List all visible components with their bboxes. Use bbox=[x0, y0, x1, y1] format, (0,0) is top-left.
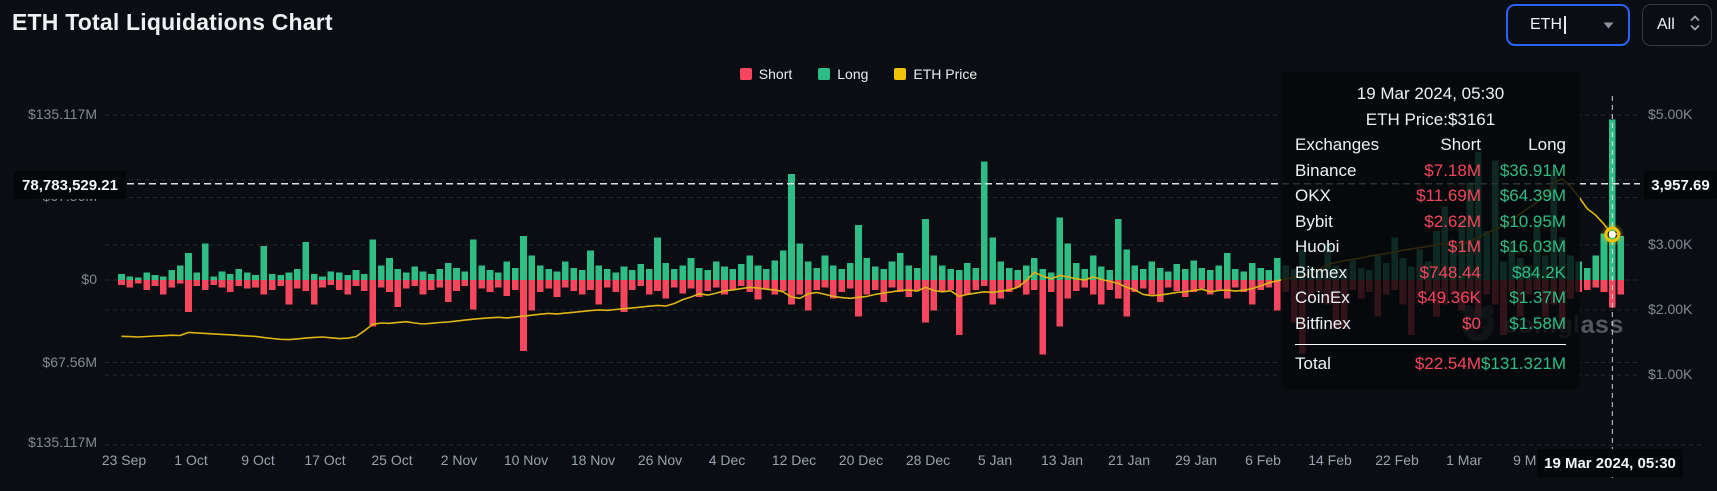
symbol-select[interactable]: ETH bbox=[1506, 4, 1630, 46]
tooltip-total-long: $131.321M bbox=[1481, 354, 1567, 373]
tooltip-long-value: $64.39M bbox=[1499, 186, 1566, 205]
tooltip-long-value: $84.2K bbox=[1512, 262, 1566, 282]
chevron-down-icon bbox=[1603, 16, 1614, 34]
text-caret bbox=[1564, 16, 1566, 34]
tooltip-short-value: $2.62M bbox=[1424, 211, 1481, 231]
tooltip-short-value: $49.36K bbox=[1417, 288, 1481, 307]
tooltip-exchange: Bybit bbox=[1295, 211, 1333, 231]
tooltip-long-value: $1.37M bbox=[1509, 288, 1566, 307]
eth-price-swatch bbox=[894, 68, 907, 80]
tooltip-row: Bitfinex $0 $1.58M bbox=[1295, 311, 1566, 337]
tooltip-row: CoinEx $49.36K $1.37M bbox=[1295, 285, 1566, 311]
tooltip-col-short: Short bbox=[1440, 135, 1481, 154]
tooltip-eth-price: ETH Price:$3161 bbox=[1365, 109, 1496, 129]
tooltip-col-exchanges: Exchanges bbox=[1295, 135, 1380, 154]
unfold-icon bbox=[1689, 14, 1701, 37]
tooltip-date: 19 Mar 2024, 05:30 bbox=[1356, 84, 1505, 103]
tooltip-exchange: CoinEx bbox=[1295, 288, 1350, 307]
tooltip-exchange: Binance bbox=[1295, 160, 1357, 180]
tooltip-exchange: Bitmex bbox=[1295, 262, 1347, 282]
crosshair-date-value: 19 Mar 2024, 05:30 bbox=[1537, 449, 1683, 477]
tooltip-short-value: $7.18M bbox=[1424, 160, 1481, 180]
tooltip-long-value: $10.95M bbox=[1499, 211, 1566, 231]
tooltip-short-value: $1M bbox=[1447, 237, 1481, 256]
tooltip-short-value: $11.69M bbox=[1416, 186, 1481, 205]
tooltip-long-value: $1.58M bbox=[1509, 313, 1566, 333]
tooltip-rows: Binance $7.18M $36.91M OKX $11.69M $64.39M Byb… bbox=[1295, 158, 1566, 337]
tooltip-total-short: $22.54M bbox=[1414, 354, 1481, 373]
crosshair-left-value: 78,783,529.21 bbox=[14, 171, 126, 199]
tooltip: 19 Mar 2024, 05:30 ETH Price:$3161 Excha… bbox=[1281, 72, 1580, 389]
tooltip-row: OKX $11.69M $64.39M bbox=[1295, 183, 1566, 209]
legend-label: ETH Price bbox=[913, 66, 978, 82]
legend-label: Short bbox=[758, 66, 793, 82]
legend-item-eth-price[interactable]: ETH Price bbox=[894, 66, 977, 82]
short-swatch bbox=[739, 68, 752, 80]
crosshair-right-value: 3,957.69 bbox=[1644, 171, 1717, 199]
range-select-value: All bbox=[1657, 16, 1675, 33]
tooltip-row: Bitmex $748.44 $84.2K bbox=[1295, 260, 1566, 286]
tooltip-header-row: Exchanges Short Long bbox=[1295, 132, 1566, 158]
tooltip-row: Bybit $2.62M $10.95M bbox=[1295, 209, 1566, 235]
tooltip-exchange: Huobi bbox=[1295, 237, 1340, 256]
page-title: ETH Total Liquidations Chart bbox=[12, 9, 333, 35]
tooltip-separator bbox=[1295, 344, 1566, 345]
tooltip-long-value: $16.03M bbox=[1499, 237, 1566, 256]
symbol-select-value: ETH bbox=[1530, 16, 1562, 33]
tooltip-row: Huobi $1M $16.03M bbox=[1295, 234, 1566, 260]
tooltip-row: Binance $7.18M $36.91M bbox=[1295, 158, 1566, 184]
legend-item-long[interactable]: Long bbox=[818, 66, 868, 82]
tooltip-long-value: $36.91M bbox=[1499, 160, 1566, 180]
legend-item-short[interactable]: Short bbox=[739, 66, 793, 82]
long-swatch bbox=[818, 68, 831, 80]
tooltip-col-long: Long bbox=[1528, 135, 1566, 154]
tooltip-total-row: Total $22.54M $131.321M bbox=[1295, 351, 1566, 377]
range-select[interactable]: All bbox=[1642, 4, 1712, 46]
tooltip-exchange: OKX bbox=[1295, 186, 1331, 205]
legend-label: Long bbox=[837, 66, 869, 82]
tooltip-short-value: $748.44 bbox=[1419, 262, 1481, 282]
tooltip-exchange: Bitfinex bbox=[1295, 313, 1351, 333]
tooltip-total-label: Total bbox=[1295, 354, 1331, 373]
legend: Short Long ETH Price bbox=[0, 66, 1717, 82]
tooltip-short-value: $0 bbox=[1462, 313, 1481, 333]
